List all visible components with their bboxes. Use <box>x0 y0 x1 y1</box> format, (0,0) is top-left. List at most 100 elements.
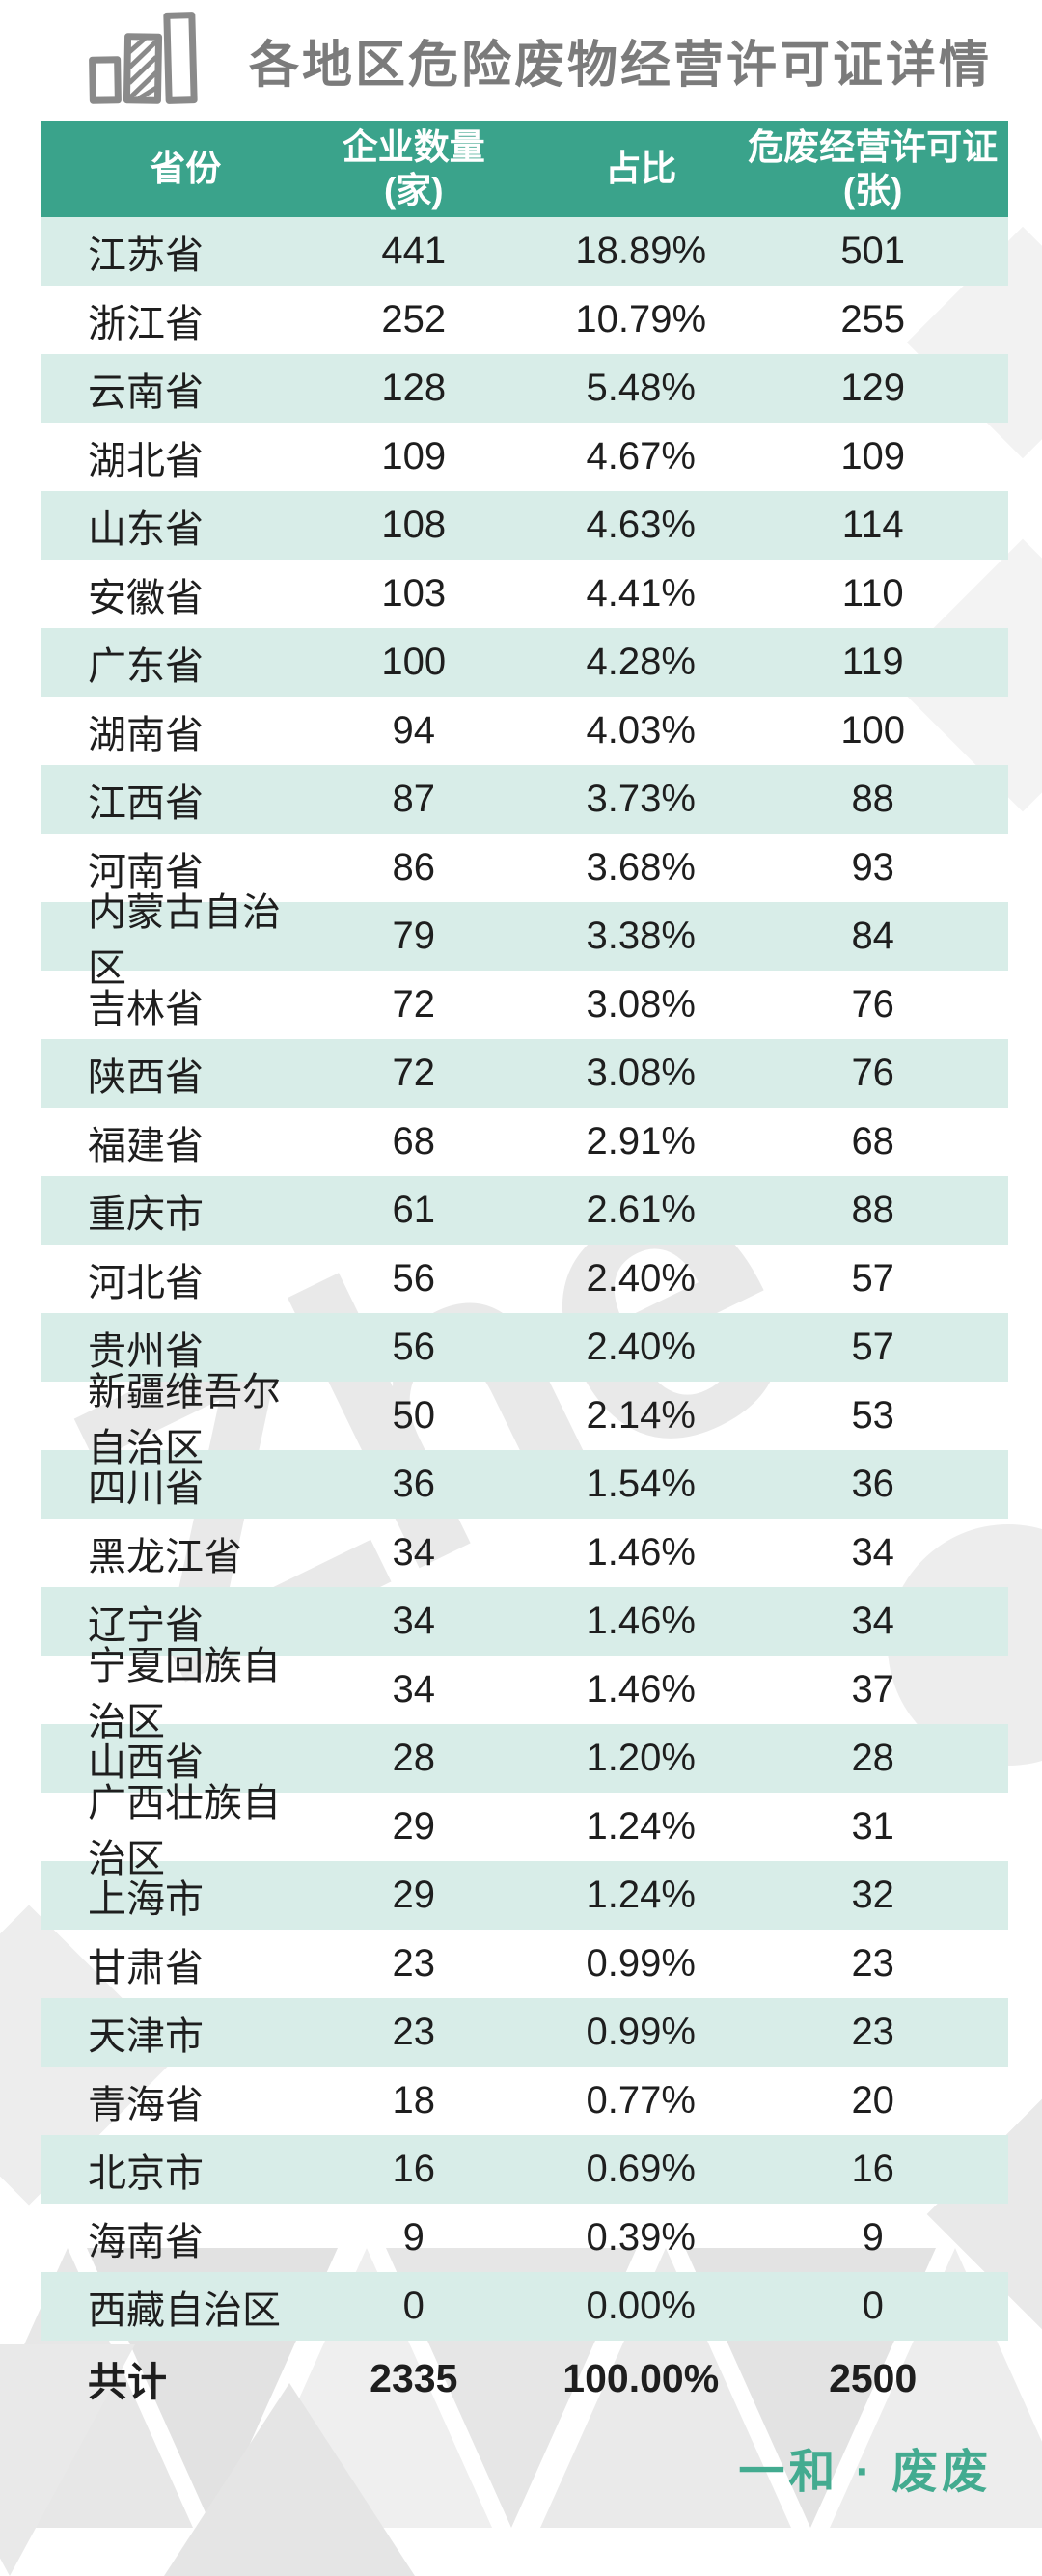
table-row: 河北省 56 2.40% 57 <box>41 1245 1008 1313</box>
cell-licenses: 36 <box>851 1463 894 1505</box>
cell-companies: 28 <box>392 1737 436 1779</box>
cell-province: 四川省 <box>88 1466 204 1510</box>
title-bar: 各地区危险废物经营许可证详情 <box>0 0 1042 121</box>
cell-licenses: 57 <box>851 1326 894 1368</box>
table-row: 新疆维吾尔自治区 50 2.14% 53 <box>41 1371 1008 1469</box>
cell-licenses: 16 <box>851 2148 894 2190</box>
cell-share: 3.38% <box>586 915 696 957</box>
cell-companies: 50 <box>392 1394 436 1437</box>
cell-share: 2.61% <box>586 1189 696 1231</box>
cell-companies: 0 <box>402 2285 425 2327</box>
cell-licenses: 23 <box>851 2011 894 2053</box>
cell-licenses: 34 <box>851 1531 894 1574</box>
brand-logo-text: 一和 · 废废 <box>738 2447 992 2498</box>
cell-province: 甘肃省 <box>88 1946 204 1989</box>
cell-province: 新疆维吾尔自治区 <box>88 1370 281 1469</box>
cell-province: 天津市 <box>88 2014 204 2058</box>
table-row: 四川省 36 1.54% 36 <box>41 1450 1008 1519</box>
cell-licenses: 129 <box>840 367 906 409</box>
cell-companies: 252 <box>381 298 447 341</box>
cell-share: 1.20% <box>586 1737 696 1779</box>
page: 各地区危险废物经营许可证详情 省份 企业数量 (家) 占比 危废经营许可证 (张) … <box>0 0 1042 2498</box>
cell-province: 青海省 <box>88 2083 204 2126</box>
cell-licenses: 0 <box>862 2285 884 2327</box>
cell-province: 北京市 <box>88 2151 204 2195</box>
cell-companies: 108 <box>381 504 447 546</box>
cell-province: 陕西省 <box>88 1055 204 1099</box>
cell-province: 浙江省 <box>88 302 204 345</box>
cell-share: 0.99% <box>586 2011 696 2053</box>
bar-chart-icon <box>85 10 199 111</box>
cell-companies: 128 <box>381 367 447 409</box>
cell-province: 河南省 <box>88 850 204 893</box>
table-row: 贵州省 56 2.40% 57 <box>41 1313 1008 1382</box>
cell-companies: 61 <box>392 1189 436 1231</box>
cell-companies: 56 <box>392 1326 436 1368</box>
cell-licenses: 114 <box>841 504 904 546</box>
cell-share: 4.28% <box>586 641 696 683</box>
table-row: 上海市 29 1.24% 32 <box>41 1861 1008 1930</box>
total-share: 100.00% <box>562 2355 720 2400</box>
cell-companies: 18 <box>392 2079 436 2122</box>
cell-companies: 34 <box>392 1600 436 1642</box>
table-row: 青海省 18 0.77% 20 <box>41 2067 1008 2135</box>
cell-share: 2.40% <box>586 1257 696 1300</box>
cell-companies: 441 <box>381 230 447 272</box>
cell-province: 安徽省 <box>88 576 204 619</box>
cell-licenses: 88 <box>851 778 894 820</box>
table-row: 陕西省 72 3.08% 76 <box>41 1039 1008 1108</box>
cell-share: 4.41% <box>586 572 696 615</box>
cell-companies: 23 <box>392 2011 436 2053</box>
cell-companies: 94 <box>392 709 436 752</box>
cell-share: 2.40% <box>586 1326 696 1368</box>
cell-licenses: 100 <box>840 709 906 752</box>
cell-companies: 86 <box>392 846 436 889</box>
cell-province: 内蒙古自治区 <box>88 891 281 990</box>
table-row: 浙江省 252 10.79% 255 <box>41 286 1008 354</box>
cell-companies: 72 <box>392 983 436 1026</box>
table-row: 北京市 16 0.69% 16 <box>41 2135 1008 2204</box>
cell-share: 2.91% <box>586 1120 696 1163</box>
total-label: 共计 <box>88 2360 167 2404</box>
table-row: 云南省 128 5.48% 129 <box>41 354 1008 423</box>
cell-share: 0.39% <box>586 2216 696 2259</box>
cell-licenses: 119 <box>841 641 904 683</box>
cell-licenses: 53 <box>851 1394 894 1437</box>
header-province: 省份 <box>150 149 222 189</box>
table-row: 湖北省 109 4.67% 109 <box>41 423 1008 491</box>
table-total-row: 共计 2335 100.00% 2500 <box>41 2341 1008 2416</box>
cell-province: 山东省 <box>88 507 204 551</box>
cell-province: 西藏自治区 <box>88 2288 281 2332</box>
cell-licenses: 93 <box>851 846 894 889</box>
cell-province: 贵州省 <box>88 1329 204 1373</box>
cell-licenses: 34 <box>851 1600 894 1642</box>
cell-province: 湖北省 <box>88 439 204 482</box>
cell-province: 山西省 <box>88 1740 204 1784</box>
table-row: 宁夏回族自治区 34 1.46% 37 <box>41 1645 1008 1743</box>
cell-licenses: 68 <box>851 1120 894 1163</box>
table-row: 吉林省 72 3.08% 76 <box>41 971 1008 1039</box>
cell-companies: 103 <box>381 572 447 615</box>
cell-licenses: 110 <box>841 572 904 615</box>
table-row: 广东省 100 4.28% 119 <box>41 628 1008 697</box>
cell-province: 黑龙江省 <box>88 1535 242 1578</box>
cell-share: 1.24% <box>586 1805 696 1848</box>
cell-share: 4.63% <box>586 504 696 546</box>
cell-licenses: 76 <box>851 983 894 1026</box>
cell-companies: 56 <box>392 1257 436 1300</box>
total-companies: 2335 <box>370 2355 458 2400</box>
cell-licenses: 501 <box>840 230 906 272</box>
page-title: 各地区危险废物经营许可证详情 <box>249 38 993 94</box>
cell-companies: 9 <box>402 2216 425 2259</box>
table-row: 海南省 9 0.39% 9 <box>41 2204 1008 2272</box>
cell-province: 江西省 <box>88 781 204 825</box>
cell-companies: 34 <box>392 1668 436 1711</box>
cell-licenses: 37 <box>851 1668 894 1711</box>
cell-share: 3.73% <box>586 778 696 820</box>
cell-companies: 72 <box>392 1052 436 1094</box>
cell-licenses: 20 <box>851 2079 894 2122</box>
cell-licenses: 57 <box>851 1257 894 1300</box>
cell-companies: 109 <box>381 435 447 478</box>
cell-province: 宁夏回族自治区 <box>88 1644 281 1743</box>
table-row: 山东省 108 4.63% 114 <box>41 491 1008 560</box>
